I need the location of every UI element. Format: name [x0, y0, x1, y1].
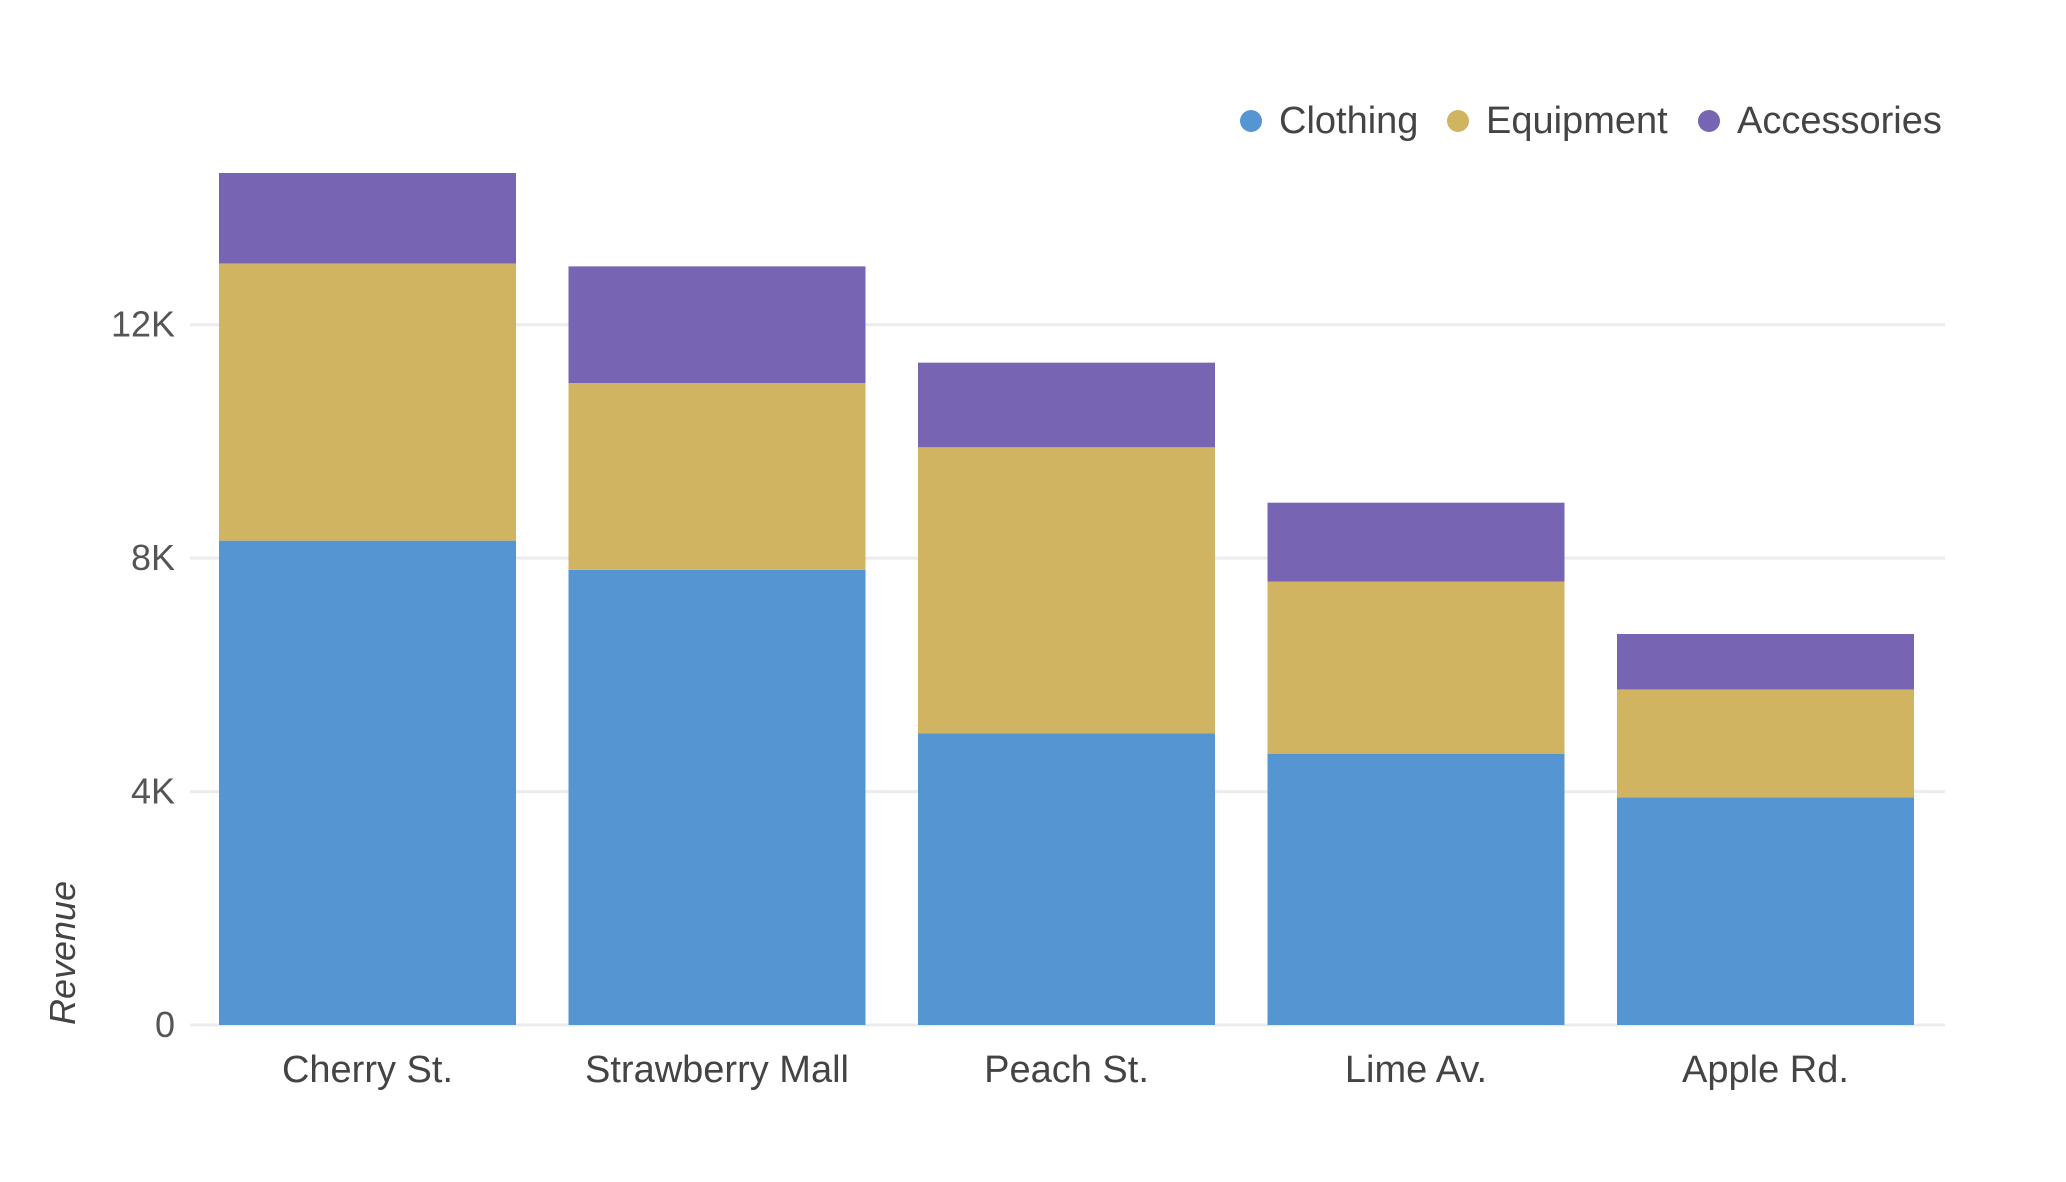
bar-segment-clothing[interactable] [1267, 753, 1565, 1025]
y-tick-label: 8K [131, 537, 175, 578]
bar-segment-equipment[interactable] [219, 263, 516, 541]
bar-segment-accessories[interactable] [219, 173, 516, 264]
legend-label: Clothing [1279, 100, 1418, 142]
legend-item-equipment[interactable]: Equipment [1447, 100, 1668, 142]
bar-segment-clothing[interactable] [568, 569, 866, 1025]
bar-segment-equipment[interactable] [1267, 581, 1565, 754]
x-tick-label: Lime Av. [1345, 1049, 1487, 1091]
bar-segment-accessories[interactable] [1617, 634, 1914, 690]
legend[interactable]: Clothing Equipment Accessories [1240, 100, 1942, 142]
x-axis: Cherry St. Strawberry Mall Peach St. Lime A… [282, 1049, 1849, 1091]
y-tick-label: 12K [111, 304, 175, 345]
bar-segment-accessories[interactable] [918, 362, 1215, 448]
y-tick-label: 0 [155, 1004, 175, 1045]
legend-swatch [1698, 110, 1720, 132]
bar-segment-accessories[interactable] [1267, 502, 1565, 582]
legend-item-clothing[interactable]: Clothing [1240, 100, 1418, 142]
x-tick-label: Apple Rd. [1682, 1049, 1849, 1091]
legend-label: Accessories [1737, 100, 1942, 142]
legend-item-accessories[interactable]: Accessories [1698, 100, 1942, 142]
bar-segment-clothing[interactable] [918, 733, 1215, 1025]
x-tick-label: Strawberry Mall [585, 1049, 849, 1091]
y-axis: 0 4K 8K 12K [111, 304, 175, 1045]
y-axis-title: Revenue [42, 881, 83, 1025]
bar-segment-equipment[interactable] [1617, 689, 1914, 798]
bar-segment-equipment[interactable] [568, 383, 866, 570]
bar-segment-clothing[interactable] [1617, 797, 1914, 1025]
legend-swatch [1240, 110, 1262, 132]
legend-swatch [1447, 110, 1469, 132]
bars [219, 173, 1914, 1025]
bar-segment-accessories[interactable] [568, 266, 866, 384]
bar-segment-equipment[interactable] [918, 447, 1215, 734]
y-tick-label: 4K [131, 771, 175, 812]
bar-segment-clothing[interactable] [219, 540, 516, 1025]
legend-label: Equipment [1486, 100, 1668, 142]
x-tick-label: Peach St. [984, 1049, 1149, 1091]
x-tick-label: Cherry St. [282, 1049, 453, 1091]
